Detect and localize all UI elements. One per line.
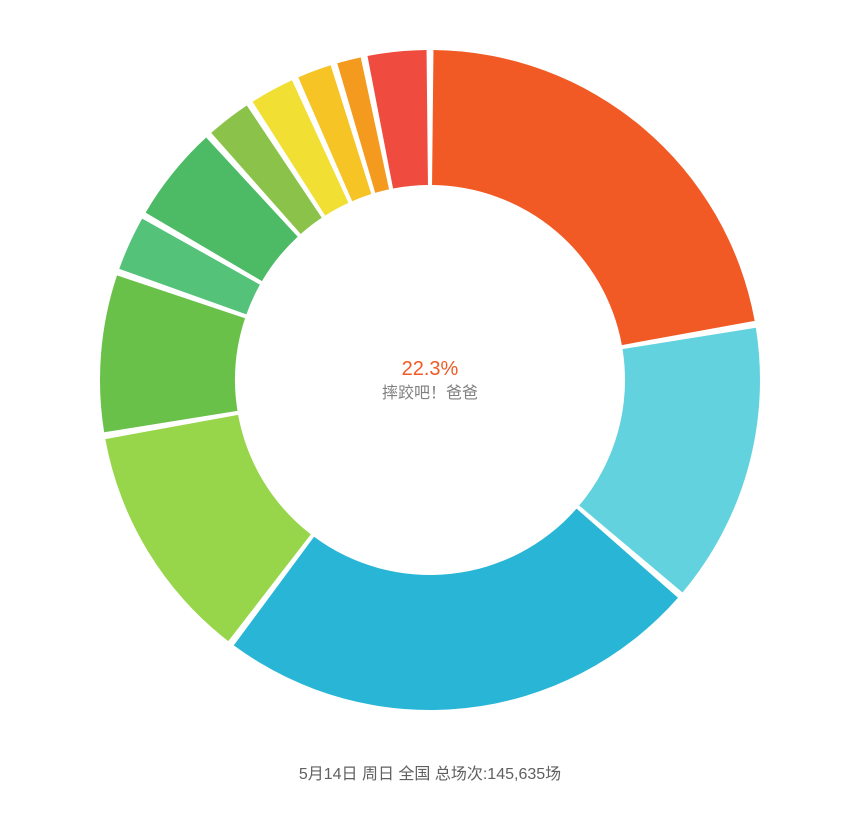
chart-caption: 5月14日 周日 全国 总场次:145,635场 — [0, 760, 860, 784]
donut-chart-container: 22.3% 摔跤吧！爸爸 — [0, 0, 860, 760]
donut-chart-svg — [0, 0, 860, 760]
donut-slice-0[interactable] — [432, 50, 755, 345]
